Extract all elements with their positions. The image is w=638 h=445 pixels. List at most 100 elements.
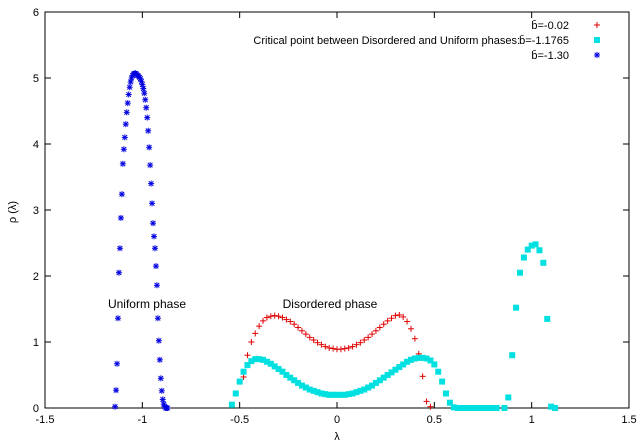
data-point [127, 78, 134, 85]
data-point [125, 91, 132, 98]
data-point [341, 345, 348, 352]
data-point [462, 405, 469, 411]
series-1 [240, 311, 434, 410]
data-point [349, 343, 356, 350]
series-2 [228, 241, 559, 411]
data-point [357, 339, 364, 346]
data-point-d2 [123, 121, 129, 127]
data-point [275, 366, 282, 373]
data-point [252, 356, 259, 363]
data-point [275, 313, 282, 320]
data-point [396, 364, 403, 371]
data-point [341, 391, 348, 398]
data-point [248, 358, 255, 365]
data-point [271, 312, 278, 319]
data-point [140, 85, 147, 92]
data-point [520, 254, 527, 261]
data-point [158, 387, 165, 394]
data-point [306, 334, 313, 341]
data-point [384, 372, 391, 378]
data-point [151, 233, 158, 240]
data-point [361, 337, 368, 344]
data-point [145, 127, 152, 134]
data-point [267, 360, 274, 367]
data-point [345, 391, 352, 398]
series-3 [112, 70, 171, 411]
data-point [244, 352, 251, 359]
data-point [337, 346, 344, 353]
data-point [427, 403, 434, 410]
data-point [528, 242, 535, 249]
y-tick-label: 2 [33, 271, 39, 283]
data-point-d2 [142, 97, 148, 103]
y-tick-label: 6 [33, 7, 39, 19]
data-point [287, 374, 294, 381]
data-point [159, 396, 166, 403]
data-point [330, 345, 337, 352]
data-point [365, 334, 372, 341]
data-point [143, 104, 150, 111]
data-point-d2 [156, 338, 162, 344]
data-point-d2 [155, 315, 161, 321]
data-point [152, 263, 159, 270]
data-point [263, 358, 270, 365]
data-point [240, 373, 247, 380]
data-point-d2 [125, 100, 131, 106]
data-point-d2 [153, 263, 159, 269]
data-point [141, 90, 148, 97]
data-point [256, 356, 263, 363]
data-point-d2 [116, 270, 122, 276]
data-point [380, 374, 387, 381]
data-point [310, 387, 317, 394]
data-point-d2 [164, 405, 171, 411]
x-tick-label: 1 [529, 414, 535, 426]
x-tick-label: 1.5 [621, 414, 636, 426]
data-point [548, 403, 555, 410]
data-point-d2 [121, 146, 127, 152]
data-point [443, 390, 450, 397]
data-point-d2 [113, 387, 119, 393]
data-point [240, 368, 247, 375]
legend-marker-2 [594, 37, 600, 43]
data-point [298, 382, 305, 389]
data-point [419, 373, 426, 380]
data-point [536, 247, 543, 254]
data-point [256, 323, 263, 330]
legend-marker-1 [594, 22, 600, 28]
data-point-d2 [149, 200, 155, 207]
data-point [485, 405, 492, 411]
data-point [164, 405, 171, 411]
data-point [369, 382, 376, 389]
data-point [404, 318, 411, 325]
data-point [509, 352, 516, 359]
data-point [392, 312, 399, 319]
legend-marker-point [594, 37, 600, 43]
data-point [113, 387, 120, 394]
data-point [271, 363, 278, 370]
legend-prefix-2: Critical point between Disordered and Un… [253, 35, 520, 47]
data-point [153, 282, 160, 289]
data-point [400, 361, 407, 368]
legend-entry-2: Critical point between Disordered and Un… [253, 34, 600, 47]
data-point [118, 191, 125, 198]
data-point [392, 366, 399, 373]
data-point [322, 343, 329, 350]
data-point [376, 377, 383, 384]
data-point [369, 331, 376, 338]
data-point [532, 241, 539, 248]
data-point [306, 386, 313, 393]
data-point [427, 357, 434, 364]
data-point [454, 405, 461, 411]
data-point [388, 315, 395, 322]
legend-marker-point [594, 52, 600, 58]
data-point-d2 [124, 109, 130, 115]
data-point [114, 360, 121, 367]
data-point [244, 362, 251, 369]
data-point [151, 245, 158, 252]
data-point [505, 394, 512, 401]
data-point [124, 100, 131, 107]
data-point [540, 259, 547, 266]
data-point [365, 384, 372, 391]
data-point [126, 84, 133, 91]
series-layer [112, 70, 559, 411]
